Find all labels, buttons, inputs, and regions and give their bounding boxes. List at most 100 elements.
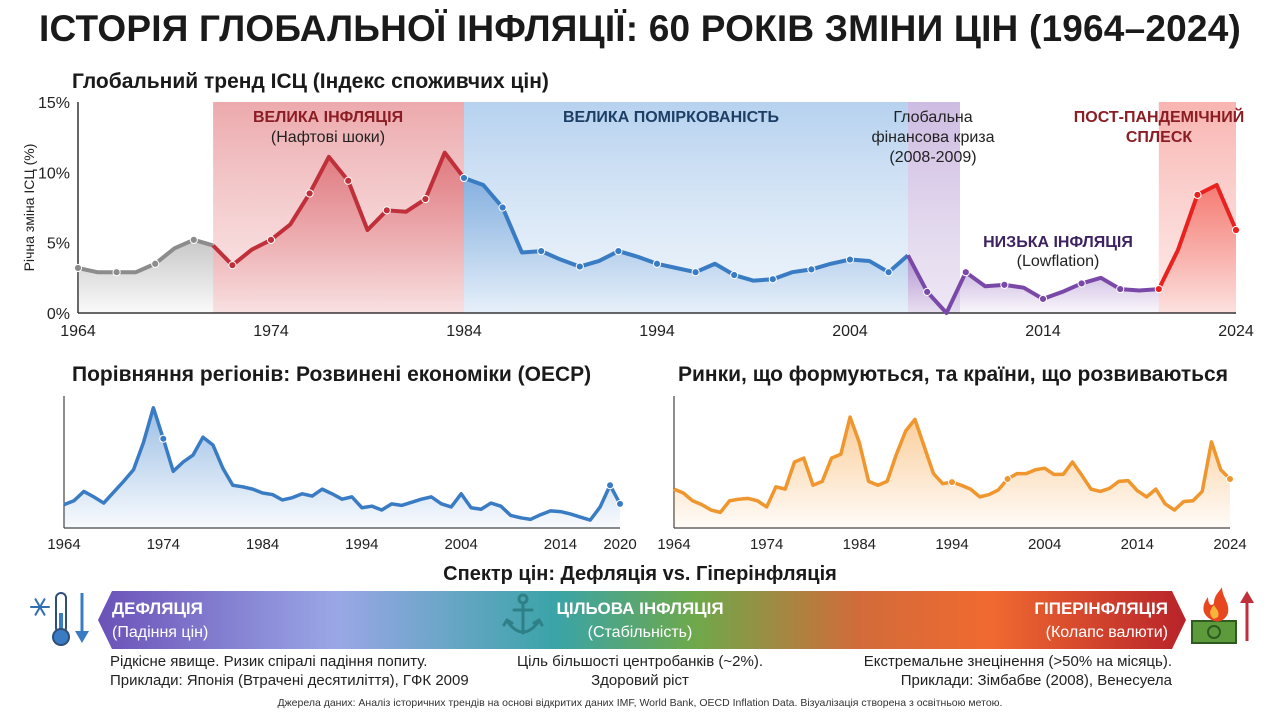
era-label-great-inflation-sub: (Нафтові шоки) xyxy=(271,129,385,146)
oecd-chart-title: Порівняння регіонів: Розвинені економіки… xyxy=(72,363,592,386)
data-point xyxy=(112,268,121,277)
data-point xyxy=(923,287,932,296)
data-point xyxy=(884,268,893,277)
x-tick-label: 1964 xyxy=(657,536,690,553)
era-label-gfc-line: (2008-2009) xyxy=(889,149,976,166)
target-desc-line1: Ціль більшості центробанків (~2%). xyxy=(516,653,763,670)
y-tick-label: 5% xyxy=(47,236,70,253)
x-tick-label: 1994 xyxy=(639,323,675,340)
down-arrow-icon xyxy=(75,593,89,643)
data-point xyxy=(961,268,970,277)
x-tick-label: 2014 xyxy=(1121,536,1154,553)
deflation-desc: Рідкісне явище. Ризик спіралі падіння по… xyxy=(110,652,469,690)
x-tick-label: 2014 xyxy=(544,536,577,553)
data-point xyxy=(616,499,624,508)
target-title: ЦІЛЬОВА ІНФЛЯЦІЯ xyxy=(556,599,723,618)
x-tick-label: 2004 xyxy=(1028,536,1061,553)
era-label-lowflation-sub: (Lowflation) xyxy=(1017,253,1100,270)
x-tick-label: 1974 xyxy=(750,536,783,553)
data-point xyxy=(575,262,584,271)
oecd-chart: 1964 1974 1984 1994 2004 2014 2020 xyxy=(47,396,637,553)
era-label-great-moderation: ВЕЛИКА ПОМІРКОВАНІСТЬ xyxy=(563,109,779,126)
data-point xyxy=(1154,284,1163,294)
data-point xyxy=(1226,475,1234,484)
spectrum-title: Спектр цін: Дефляція vs. Гіперінфляція xyxy=(443,563,837,585)
y-tick-label: 0% xyxy=(47,306,70,323)
data-point xyxy=(498,203,507,212)
source-note: Джерела даних: Аналіз історичних трендів… xyxy=(277,697,1003,709)
data-point xyxy=(948,478,956,487)
era-label-post-pandemic: ПОСТ-ПАНДЕМІЧНИЙ xyxy=(1074,107,1244,126)
data-point xyxy=(768,275,777,284)
data-point xyxy=(1003,475,1012,484)
data-point xyxy=(151,259,160,268)
data-point xyxy=(537,247,546,256)
era-label-great-inflation: ВЕЛИКА ІНФЛЯЦІЯ xyxy=(253,109,403,126)
series-line xyxy=(63,406,622,522)
up-arrow-icon xyxy=(1240,591,1254,641)
x-tick-label: 1964 xyxy=(60,323,96,340)
data-point xyxy=(1038,294,1048,304)
em-chart: 1964 1974 1984 1994 2004 2014 2024 xyxy=(657,396,1247,553)
x-tick-label: 2004 xyxy=(444,536,477,553)
data-point xyxy=(1231,225,1241,235)
data-point xyxy=(421,194,430,204)
era-area-fill xyxy=(907,255,1159,313)
era-area-fill xyxy=(213,152,464,313)
data-point xyxy=(1000,280,1009,289)
x-tick-label: 1984 xyxy=(843,536,876,553)
data-point xyxy=(266,235,276,244)
y-tick-label: 10% xyxy=(38,165,70,182)
spectrum-gradient xyxy=(98,591,1186,649)
x-tick-label: 2014 xyxy=(1025,323,1061,340)
data-point xyxy=(1077,279,1086,288)
era-label-post-pandemic: СПЛЕСК xyxy=(1126,129,1193,146)
data-point xyxy=(73,263,83,273)
x-tick-label: 2024 xyxy=(1213,536,1246,553)
target-desc: Ціль більшості центробанків (~2%). Здоро… xyxy=(440,652,840,690)
era-area-fill xyxy=(464,177,908,313)
data-point xyxy=(382,206,391,215)
era-area-fill xyxy=(1158,184,1236,313)
data-point xyxy=(228,261,237,270)
era-label-gfc-line: Глобальна xyxy=(893,109,972,126)
era-area-fill xyxy=(78,239,214,313)
deflation-title: ДЕФЛЯЦІЯ xyxy=(112,599,203,618)
data-point xyxy=(344,176,353,185)
data-point xyxy=(459,173,469,183)
fire-icon xyxy=(1203,587,1229,622)
data-point xyxy=(845,255,855,264)
hyper-desc: Екстремальне знецінення (>50% на місяць)… xyxy=(864,652,1172,690)
snowflake-icon xyxy=(30,598,50,616)
main-cpi-chart: 0% 5% 10% 15% 1964 1974 1984 1994 2004 2014 2024 Рі… xyxy=(21,95,1254,340)
data-point xyxy=(189,235,198,244)
target-sub: (Стабільність) xyxy=(588,624,693,641)
x-tick-label: 2020 xyxy=(603,536,636,553)
page-title: ІСТОРІЯ ГЛОБАЛЬНОЇ ІНФЛЯЦІЇ: 60 РОКІВ ЗМ… xyxy=(39,8,1241,49)
era-label-gfc-line: фінансова криза xyxy=(871,129,994,146)
data-point xyxy=(807,265,816,274)
x-tick-label: 2024 xyxy=(1218,323,1254,340)
data-point xyxy=(730,270,739,280)
x-tick-label: 1984 xyxy=(446,323,482,340)
y-tick-label: 15% xyxy=(38,95,70,112)
x-tick-label: 2004 xyxy=(832,323,868,340)
deflation-desc-line1: Рідкісне явище. Ризик спіралі падіння по… xyxy=(110,653,428,670)
era-label-lowflation: НИЗЬКА ІНФЛЯЦІЯ xyxy=(983,234,1133,251)
hyper-title: ГІПЕРІНФЛЯЦІЯ xyxy=(1034,599,1168,618)
data-point xyxy=(159,434,168,443)
data-point xyxy=(691,268,700,277)
x-tick-label: 1994 xyxy=(345,536,378,553)
x-tick-label: 1994 xyxy=(935,536,968,553)
hyper-desc-line2: Приклади: Зімбабве (2008), Венесуела xyxy=(900,672,1172,689)
deflation-desc-line2: Приклади: Японія (Втрачені десятиліття),… xyxy=(110,672,469,689)
hyper-desc-line1: Екстремальне знецінення (>50% на місяць)… xyxy=(863,653,1172,670)
em-chart-title: Ринки, що формуються, та країни, що розв… xyxy=(678,363,1228,386)
data-point xyxy=(1193,190,1202,199)
data-point xyxy=(652,259,662,268)
anchor-icon xyxy=(502,593,544,635)
x-tick-label: 1964 xyxy=(47,536,80,553)
thermometer-icon xyxy=(52,592,70,646)
hyper-sub: (Колапс валюти) xyxy=(1046,624,1168,641)
data-point xyxy=(305,189,314,198)
